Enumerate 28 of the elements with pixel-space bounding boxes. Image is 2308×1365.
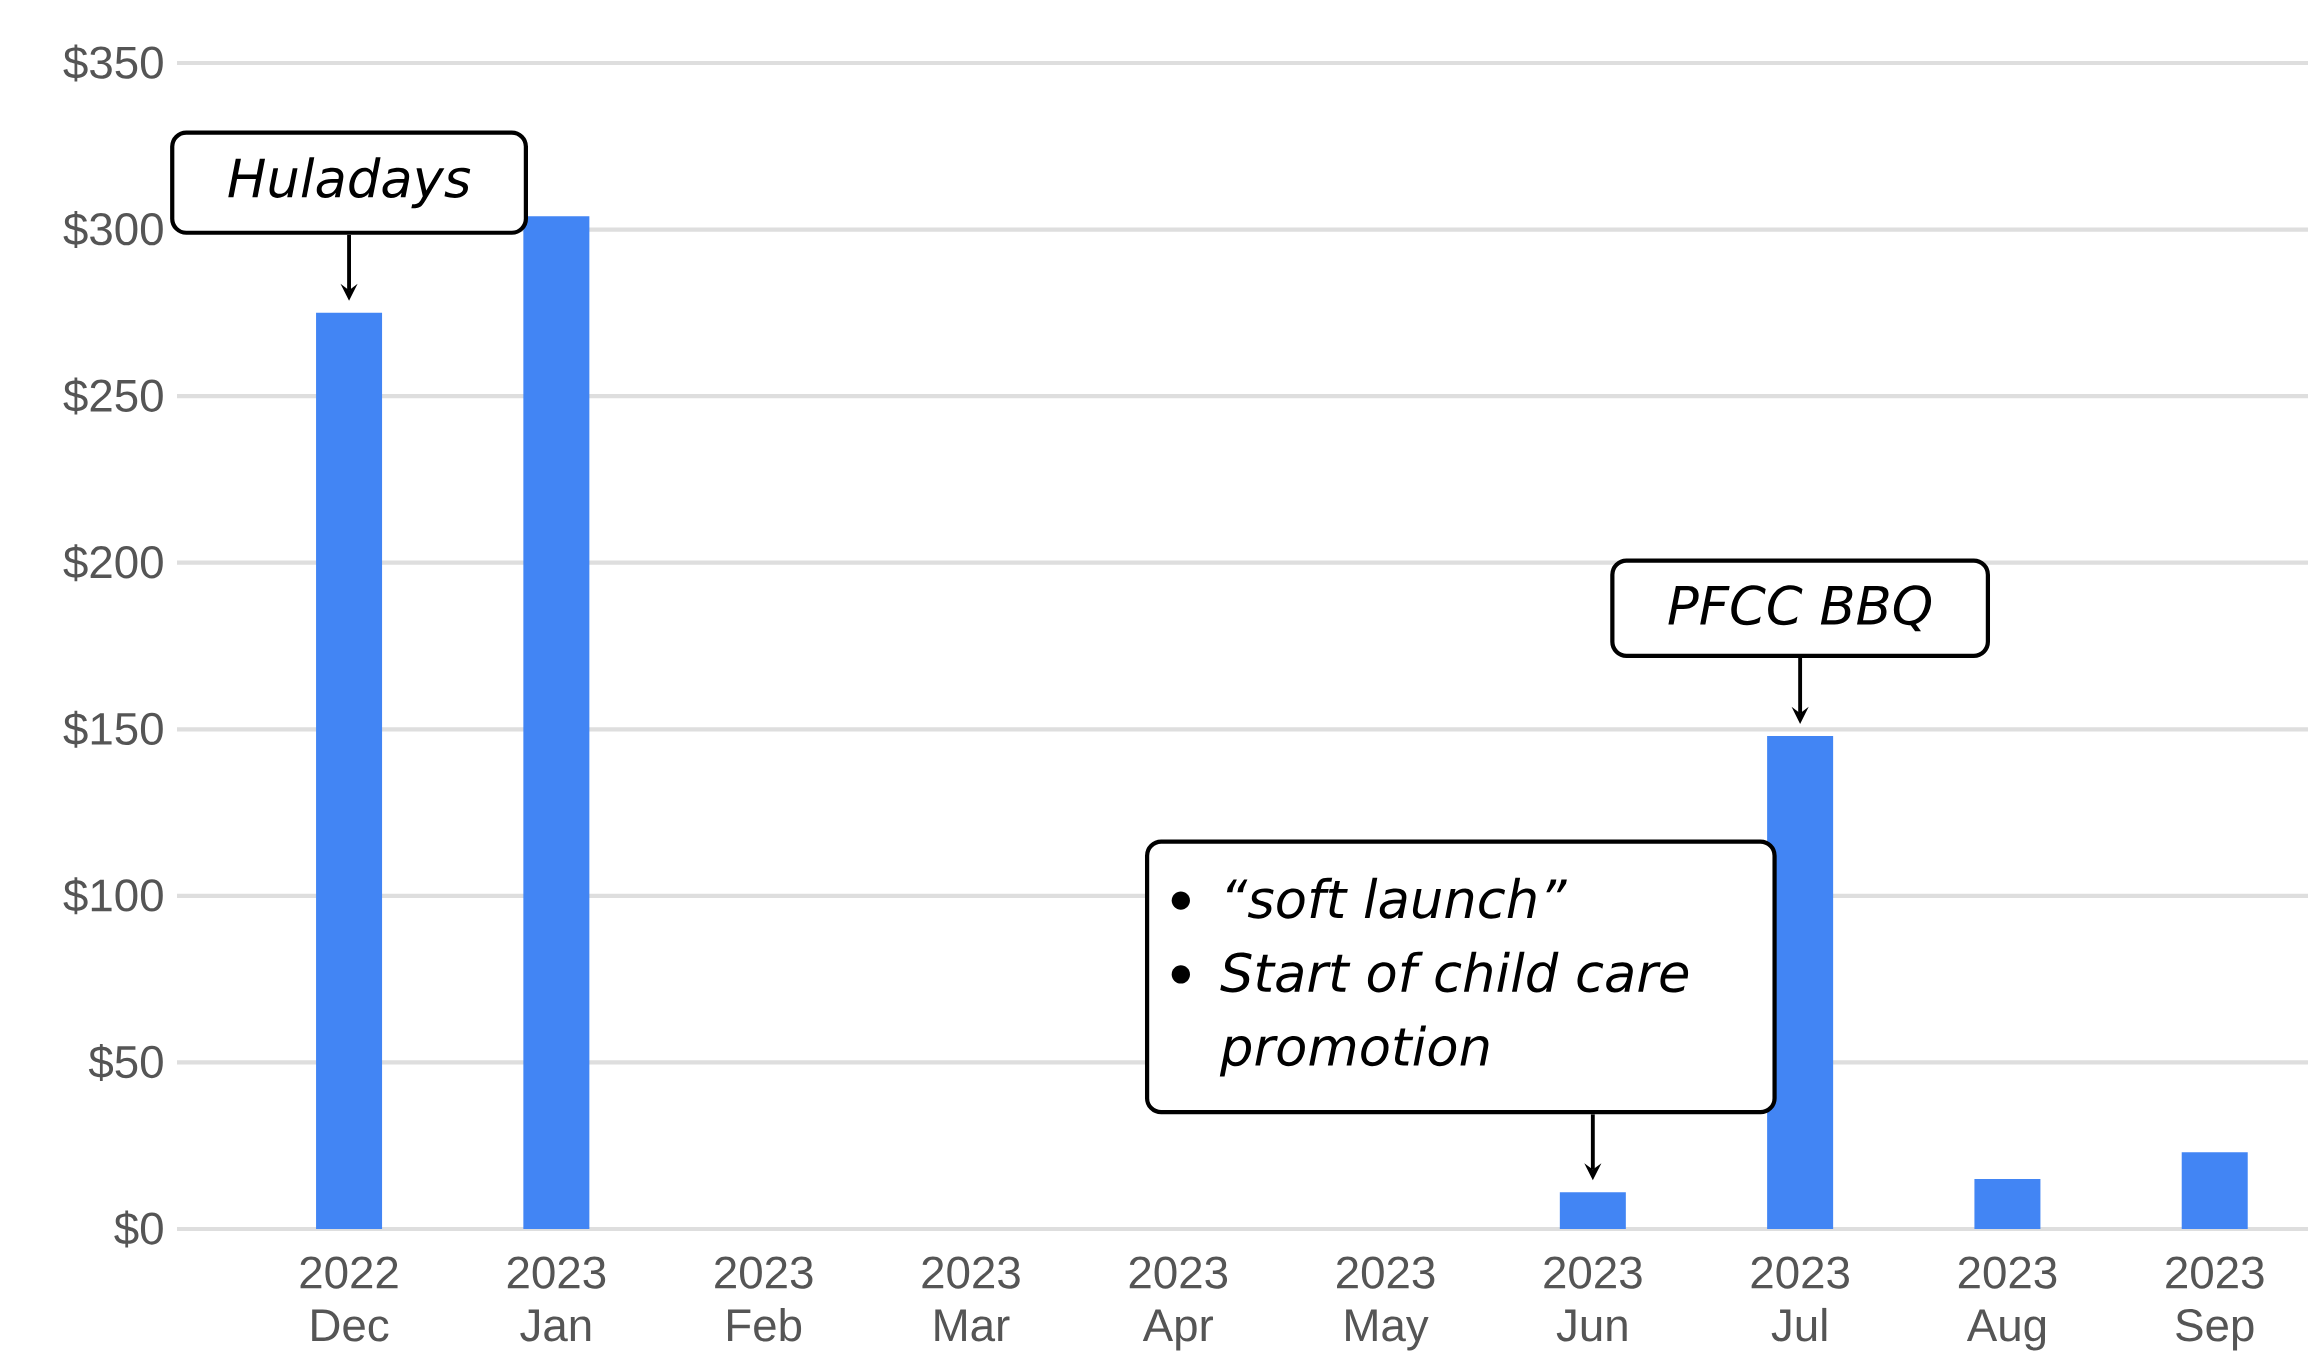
annotation: “soft launch” [1226, 877, 1567, 919]
bar [2181, 1152, 2248, 1229]
y-tick-label: $100 [63, 877, 163, 915]
bar [523, 216, 590, 1229]
y-tick-label: $50 [88, 1043, 163, 1081]
bar [1974, 1179, 2041, 1229]
x-tick-label: 2023 Aug [1958, 1256, 2057, 1351]
y-tick-label: $300 [63, 211, 163, 249]
annotation: Start of child care promotion [1219, 951, 1689, 1077]
x-tick-label: 2022 Dec [300, 1256, 398, 1342]
x-tick-label: 2023 Mar [922, 1256, 1020, 1342]
y-tick-label: $0 [114, 1210, 163, 1248]
annotation: Huladays [228, 157, 471, 209]
x-tick-label: 2023 Sep [2166, 1256, 2264, 1351]
x-tick-label: 2023 Jun [1544, 1256, 1642, 1342]
y-tick-label: $200 [63, 544, 163, 582]
y-tick-label: $250 [63, 377, 163, 415]
annotation: PFCC BBQ [1668, 585, 1932, 632]
x-tick-label: 2023 May [1337, 1256, 1435, 1351]
y-tick-label: $150 [63, 710, 163, 748]
x-tick-label: 2023 Jul [1751, 1256, 1849, 1342]
x-tick-label: 2023 Feb [715, 1256, 813, 1342]
bar [1767, 735, 1834, 1229]
bar [1559, 1192, 1626, 1229]
y-tick-label: $350 [63, 44, 163, 82]
x-tick-label: 2023 Apr [1129, 1256, 1228, 1351]
x-tick-label: 2023 Jan [507, 1256, 606, 1342]
bar [316, 312, 383, 1229]
